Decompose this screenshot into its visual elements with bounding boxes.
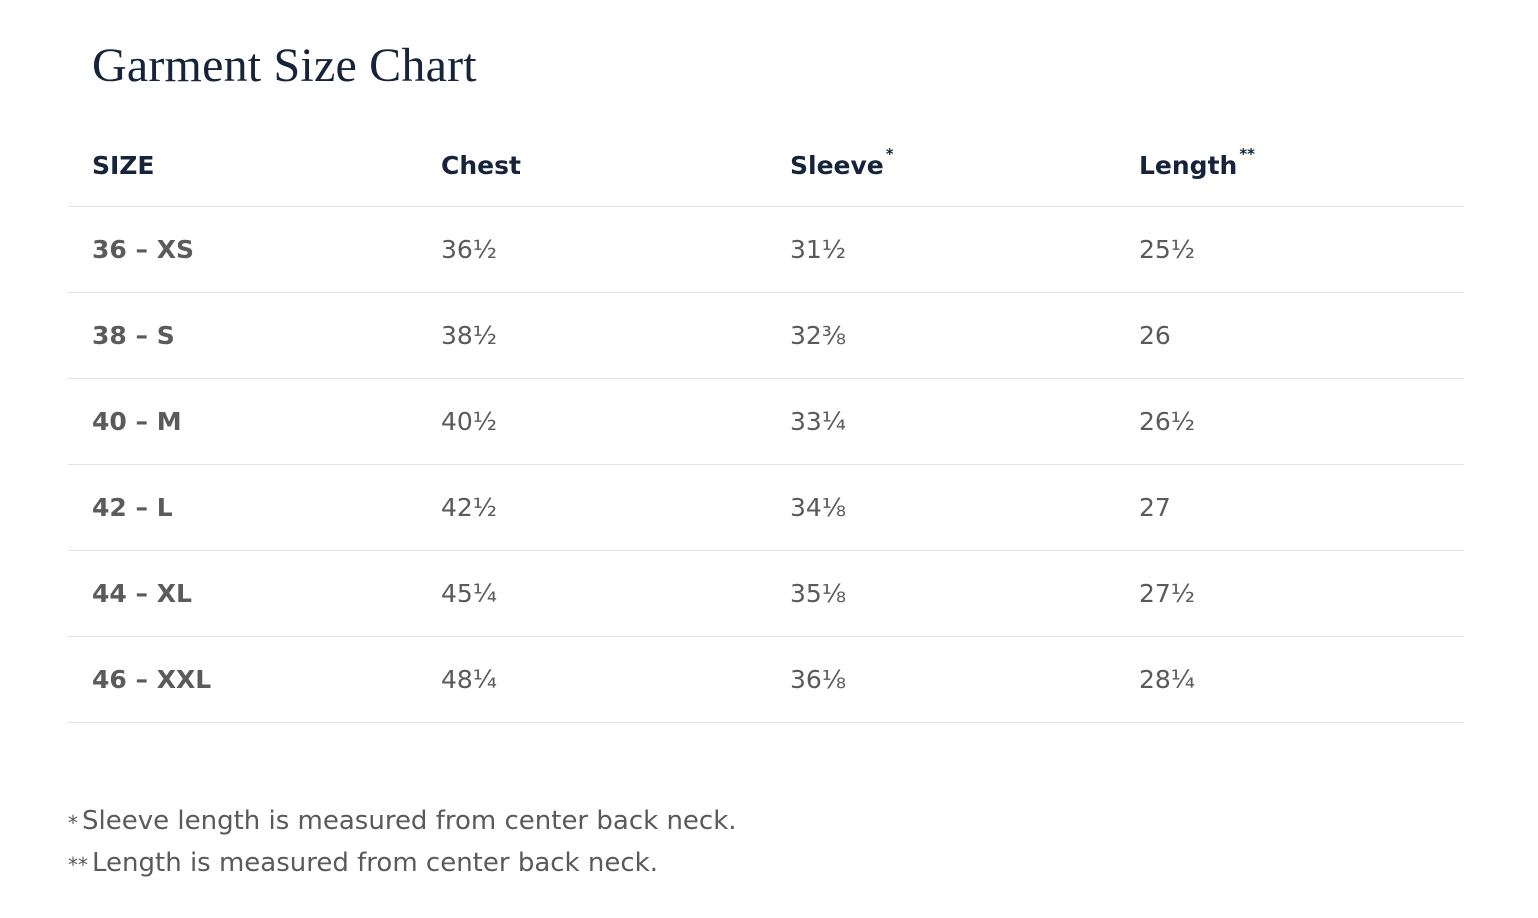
- measure-cell: 34⅛: [766, 464, 1115, 551]
- measure-cell: 28¼: [1115, 636, 1464, 723]
- measure-cell: 31½: [766, 206, 1115, 293]
- column-note-marker: **: [1239, 144, 1256, 163]
- table-row: 44 – XL 45¼ 35⅛ 27½: [68, 550, 1464, 637]
- column-header: Chest: [417, 120, 766, 207]
- table-body: 36 – XS 36½ 31½ 25½ 38 – S 38½ 32⅜ 26 40 – M 40½ 3…: [68, 206, 1464, 723]
- measure-cell: 42½: [417, 464, 766, 551]
- table-row: 42 – L 42½ 34⅛ 27: [68, 464, 1464, 551]
- footnote-marker: *: [68, 811, 78, 835]
- measure-cell: 35⅛: [766, 550, 1115, 637]
- column-header: Length **: [1115, 120, 1464, 207]
- size-cell: 42 – L: [68, 464, 417, 551]
- table-row: 46 – XXL 48¼ 36⅛ 28¼: [68, 636, 1464, 723]
- size-cell: 38 – S: [68, 292, 417, 379]
- column-label: Length: [1139, 150, 1238, 180]
- measure-cell: 32⅜: [766, 292, 1115, 379]
- measure-cell: 48¼: [417, 636, 766, 723]
- page-title: Garment Size Chart: [92, 39, 477, 92]
- column-label: SIZE: [92, 150, 155, 180]
- measure-cell: 36⅛: [766, 636, 1115, 723]
- footnote-text: Sleeve length is measured from center ba…: [82, 806, 737, 836]
- size-cell: 36 – XS: [68, 206, 417, 293]
- column-label: Chest: [441, 150, 521, 180]
- size-cell: 44 – XL: [68, 550, 417, 637]
- size-cell: 46 – XXL: [68, 636, 417, 723]
- header-row: SIZE Chest Sleeve * Length **: [68, 120, 1464, 207]
- measure-cell: 40½: [417, 378, 766, 465]
- measure-cell: 33¼: [766, 378, 1115, 465]
- table-row: 36 – XS 36½ 31½ 25½: [68, 206, 1464, 293]
- footnote: * Sleeve length is measured from center b…: [68, 800, 737, 842]
- measure-cell: 25½: [1115, 206, 1464, 293]
- footnote-marker: **: [68, 853, 88, 877]
- column-header: Sleeve *: [766, 120, 1115, 207]
- table-row: 38 – S 38½ 32⅜ 26: [68, 292, 1464, 379]
- column-header: SIZE: [68, 120, 417, 207]
- measure-cell: 26½: [1115, 378, 1464, 465]
- measure-cell: 26: [1115, 292, 1464, 379]
- column-label: Sleeve: [790, 150, 884, 180]
- measure-cell: 36½: [417, 206, 766, 293]
- measure-cell: 38½: [417, 292, 766, 379]
- measure-cell: 27½: [1115, 550, 1464, 637]
- measure-cell: 45¼: [417, 550, 766, 637]
- table-head: SIZE Chest Sleeve * Length **: [68, 120, 1464, 207]
- footnote: ** Length is measured from center back ne…: [68, 842, 737, 884]
- size-table: SIZE Chest Sleeve * Length ** 36 – XS 36½ 31½ 25…: [68, 120, 1464, 723]
- footnotes: * Sleeve length is measured from center b…: [68, 800, 737, 884]
- measure-cell: 27: [1115, 464, 1464, 551]
- column-note-marker: *: [885, 144, 894, 163]
- table-row: 40 – M 40½ 33¼ 26½: [68, 378, 1464, 465]
- footnote-text: Length is measured from center back neck…: [92, 848, 658, 878]
- size-cell: 40 – M: [68, 378, 417, 465]
